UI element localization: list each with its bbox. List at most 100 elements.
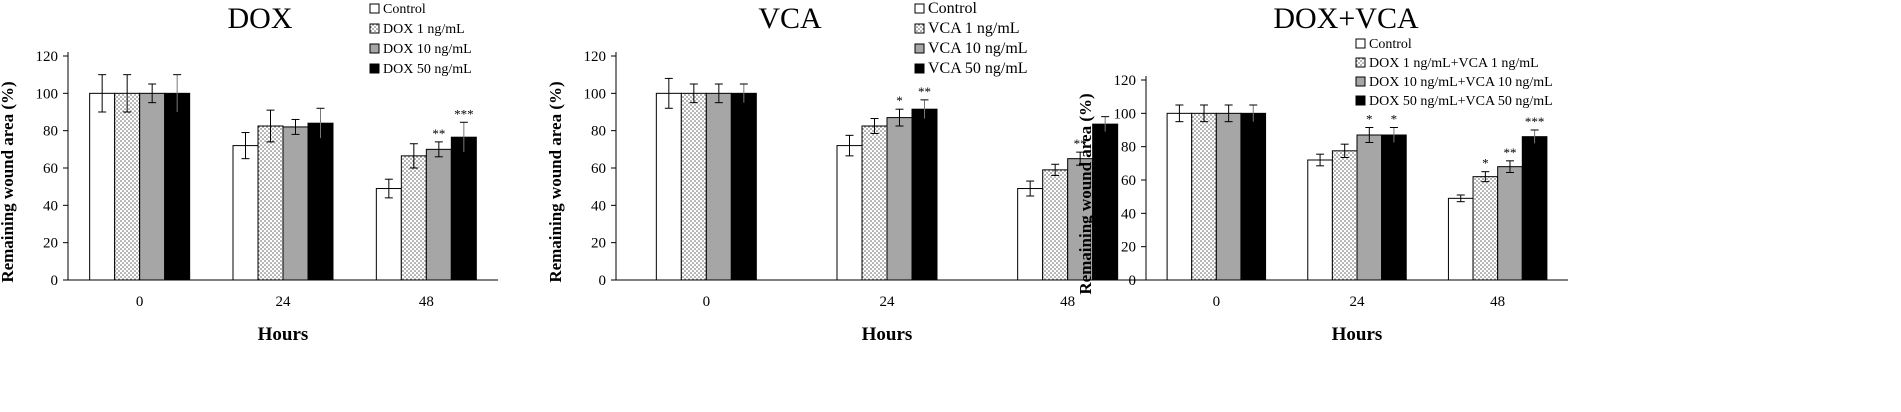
legend-label: Control	[928, 0, 977, 17]
bar-white-0h	[655, 92, 682, 281]
y-tick-label: 100	[584, 86, 607, 102]
significance-marker: **	[1074, 136, 1087, 151]
x-tick-label: 48	[1490, 294, 1505, 310]
legend-swatch-black	[369, 63, 380, 74]
y-tick-label: 0	[51, 273, 59, 289]
legend-label: DOX 50 ng/mL	[383, 62, 472, 77]
y-tick-label: 20	[43, 236, 58, 252]
y-tick-label: 0	[599, 273, 607, 289]
y-tick-label: 40	[1121, 206, 1136, 222]
bar-black-0h	[730, 92, 757, 281]
y-tick-label: 100	[1114, 106, 1137, 122]
x-axis-label: Hours	[862, 324, 913, 345]
x-tick-label: 24	[880, 294, 896, 310]
y-tick-label: 80	[43, 124, 58, 140]
bar-white-0h	[1166, 112, 1193, 281]
chart-title: DOX+VCA	[1273, 2, 1419, 35]
legend-label: DOX 10 ng/mL+VCA 10 ng/mL	[1369, 75, 1553, 90]
bar-dots-48h	[1042, 169, 1069, 281]
x-tick-label: 24	[276, 294, 292, 310]
bar-black-48h	[450, 136, 477, 281]
bar-black-24h	[1381, 134, 1407, 281]
legend-swatch-black	[914, 63, 925, 74]
legend-swatch-white	[1355, 38, 1366, 49]
bar-white-48h	[1447, 197, 1474, 281]
bar-white-48h	[375, 188, 402, 281]
legend-label: DOX 50 ng/mL+VCA 50 ng/mL	[1369, 94, 1553, 109]
x-tick-label: 0	[1213, 294, 1221, 310]
chart-svg-vca: VCA 0 20 40 60 80 100 120 Remaining wound area (…	[546, 0, 1158, 345]
bar-white-48h	[1017, 188, 1044, 281]
bar-white-24h	[836, 145, 863, 281]
x-axis-label: Hours	[258, 324, 309, 345]
y-tick-label: 60	[591, 161, 606, 177]
bar-black-24h	[911, 108, 938, 281]
x-tick-label: 48	[1060, 294, 1075, 310]
legend-label: DOX 10 ng/mL	[383, 42, 472, 57]
legend-swatch-dots	[1355, 57, 1366, 68]
legend-swatch-white	[914, 3, 925, 14]
bar-gray-0h	[139, 92, 166, 281]
bar-dots-48h	[400, 155, 427, 281]
legend-label: Control	[383, 2, 426, 17]
y-tick-label: 40	[43, 198, 58, 214]
bar-black-24h	[307, 122, 334, 281]
chart-title: DOX	[228, 2, 293, 35]
y-tick-label: 120	[584, 49, 607, 65]
y-tick-label: 60	[43, 161, 58, 177]
bar-dots-0h	[680, 92, 707, 281]
chart-panel-vca: VCA 0 20 40 60 80 100 120 Remaining wound area (…	[546, 0, 1250, 412]
significance-marker: ***	[1525, 114, 1545, 129]
bar-black-48h	[1521, 136, 1548, 281]
bar-dots-24h	[257, 125, 284, 281]
y-tick-label: 80	[1121, 140, 1136, 156]
chart-panel-dox-vca: DOX+VCA 0 20 40 60 80 100 120 Remaining wound ar…	[1076, 0, 1780, 412]
bar-dots-0h	[1191, 112, 1217, 281]
bar-black-0h	[1240, 112, 1267, 281]
legend-label: Control	[1369, 37, 1412, 52]
x-tick-label: 48	[419, 294, 434, 310]
bar-gray-48h	[1067, 158, 1094, 281]
significance-marker: ***	[454, 106, 474, 121]
y-tick-label: 60	[1121, 173, 1136, 189]
x-tick-label: 0	[703, 294, 711, 310]
significance-marker: *	[896, 93, 903, 108]
bar-gray-24h	[886, 117, 913, 281]
bar-gray-24h	[282, 126, 309, 281]
significance-marker: **	[432, 126, 445, 141]
legend-swatch-dots	[369, 23, 380, 34]
legend-label: VCA 1 ng/mL	[928, 20, 1020, 37]
x-tick-label: 0	[136, 294, 144, 310]
legend-label: DOX 1 ng/mL	[383, 22, 465, 37]
legend-swatch-gray	[369, 43, 380, 54]
bar-gray-48h	[1497, 166, 1523, 281]
bar-white-0h	[89, 92, 116, 281]
legend-swatch-white	[369, 3, 380, 14]
bar-white-24h	[1307, 159, 1333, 281]
bar-gray-48h	[425, 148, 452, 281]
y-tick-label: 120	[36, 49, 59, 65]
bar-gray-24h	[1356, 134, 1383, 281]
legend-label: DOX 1 ng/mL+VCA 1 ng/mL	[1369, 56, 1539, 71]
significance-marker: *	[1482, 156, 1489, 171]
bar-dots-0h	[114, 92, 141, 281]
legend-swatch-gray	[1355, 76, 1366, 87]
bar-dots-48h	[1472, 176, 1499, 281]
x-axis-label: Hours	[1332, 324, 1383, 345]
bar-dots-24h	[861, 125, 888, 281]
bar-black-48h	[1092, 123, 1119, 281]
significance-marker: **	[918, 84, 931, 99]
legend-swatch-black	[1355, 95, 1366, 106]
significance-marker: **	[1503, 145, 1516, 160]
bar-gray-0h	[705, 92, 732, 281]
y-axis-label: Remaining wound area (%)	[0, 81, 17, 282]
legend-swatch-gray	[914, 43, 925, 54]
y-tick-label: 20	[591, 236, 606, 252]
significance-marker: *	[1391, 112, 1398, 127]
chart-panel-dox: DOX 0 20 40 60 80 100 120 Remaining wound area (…	[0, 0, 630, 412]
bar-white-24h	[232, 145, 259, 281]
y-tick-label: 20	[1121, 240, 1136, 256]
x-tick-label: 24	[1350, 294, 1366, 310]
y-tick-label: 120	[1114, 73, 1137, 89]
y-axis-label: Remaining wound area (%)	[546, 81, 565, 282]
